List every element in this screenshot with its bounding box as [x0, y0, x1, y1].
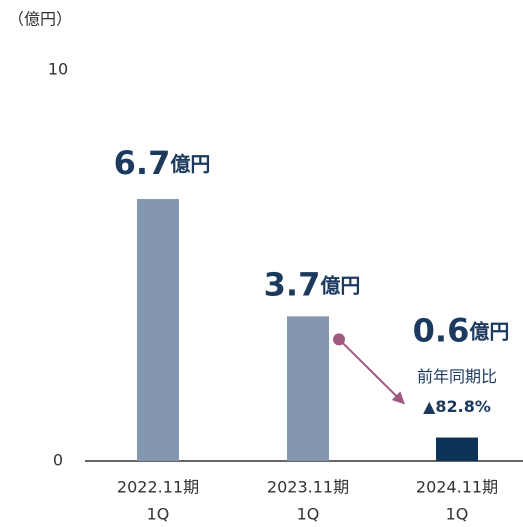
data-label-value: 0.6	[413, 312, 470, 350]
data-label-unit: 億円	[170, 152, 210, 176]
bar	[287, 316, 329, 461]
y-tick-label: 0	[53, 451, 63, 470]
y-tick-label: 10	[48, 60, 68, 79]
x-tick-label: 2022.11期	[117, 478, 199, 497]
x-tick-label: 2023.11期	[267, 478, 349, 497]
annotation-label: 前年同期比	[417, 367, 497, 386]
data-label-unit: 億円	[320, 273, 360, 297]
data-label: 0.6億円	[413, 312, 510, 350]
data-label: 3.7億円	[264, 265, 361, 303]
x-tick-label: 1Q	[147, 505, 170, 524]
data-label: 6.7億円	[114, 144, 211, 182]
data-label-unit: 億円	[469, 319, 509, 343]
data-label-value: 3.7	[264, 265, 321, 303]
arrow-line	[338, 338, 398, 398]
data-label-value: 6.7	[114, 144, 171, 182]
x-tick-label: 1Q	[446, 505, 469, 524]
x-tick-label: 1Q	[297, 505, 320, 524]
arrow-head	[391, 391, 405, 405]
bar	[137, 199, 179, 461]
y-axis-label: （億円）	[8, 10, 72, 29]
annotation-value: ▲82.8%	[423, 397, 491, 416]
bar	[436, 437, 478, 461]
x-tick-label: 2024.11期	[416, 478, 498, 497]
